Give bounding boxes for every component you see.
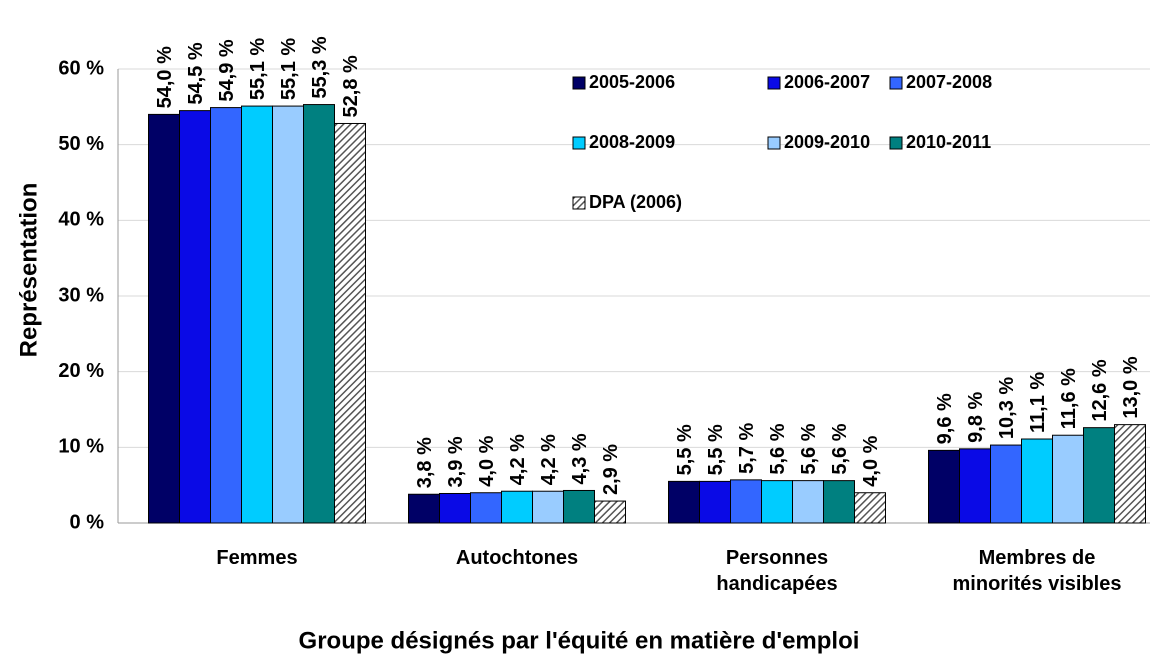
- bar: [501, 490, 533, 524]
- data-label: 54,0 %: [154, 46, 176, 108]
- bar: [241, 105, 273, 524]
- y-axis-title: Représentation: [15, 183, 42, 358]
- y-tick-label: 50 %: [58, 133, 104, 155]
- y-tick-label: 10 %: [58, 436, 104, 458]
- data-label: 4,2 %: [538, 434, 560, 485]
- data-label: 12,6 %: [1089, 359, 1111, 421]
- legend-label: 2010-2011: [906, 132, 991, 152]
- data-label: 3,8 %: [414, 437, 436, 488]
- bar: [148, 113, 180, 524]
- y-tick-label: 60 %: [58, 57, 104, 79]
- data-label: 11,6 %: [1058, 368, 1080, 429]
- bar: [699, 480, 731, 524]
- bar: [1052, 434, 1084, 524]
- x-tick-label: Femmes: [216, 547, 298, 569]
- data-label: 4,0 %: [476, 435, 498, 486]
- bar: [179, 110, 211, 524]
- x-tick-label: Membres de minorités visibles: [952, 547, 1122, 595]
- data-label: 4,3 %: [569, 433, 591, 484]
- legend-swatch: [767, 136, 781, 150]
- bar: [408, 493, 440, 524]
- legend-label: 2009-2010: [784, 132, 870, 152]
- legend-swatch: [889, 136, 903, 150]
- bar: [854, 492, 886, 524]
- bar: [928, 449, 960, 524]
- bar: [761, 480, 793, 524]
- y-tick-label: 0 %: [70, 511, 105, 533]
- y-tick-label: 20 %: [58, 360, 104, 382]
- data-label: 10,3 %: [996, 377, 1018, 439]
- bar: [959, 448, 991, 524]
- bar: [563, 489, 595, 524]
- bar: [792, 480, 824, 524]
- data-label: 54,9 %: [216, 39, 238, 101]
- data-label: 11,1 %: [1027, 372, 1049, 433]
- data-label: 5,6 %: [767, 423, 789, 474]
- data-label: 55,3 %: [309, 36, 331, 98]
- legend-swatch: [889, 76, 903, 90]
- legend-swatch: [572, 196, 586, 210]
- bar: [594, 500, 626, 524]
- data-label: 9,6 %: [934, 393, 956, 444]
- data-label: 5,6 %: [829, 423, 851, 474]
- bar: [990, 444, 1022, 524]
- legend-label: 2008-2009: [589, 132, 675, 152]
- bar: [439, 492, 471, 524]
- bar: [668, 480, 700, 524]
- bar: [1021, 438, 1053, 524]
- legend-swatch: [572, 136, 586, 150]
- y-tick-label: 30 %: [58, 284, 104, 306]
- data-label: 2,9 %: [600, 444, 622, 495]
- data-label: 54,5 %: [185, 42, 207, 104]
- legend-swatch: [767, 76, 781, 90]
- data-label: 52,8 %: [340, 55, 362, 117]
- x-tick-label: Personnes handicapées: [716, 547, 838, 595]
- legend-label: 2006-2007: [784, 72, 870, 92]
- bar: [823, 480, 855, 524]
- data-label: 5,6 %: [798, 423, 820, 474]
- bar: [1083, 427, 1115, 524]
- legend-swatch: [572, 76, 586, 90]
- legend-label: 2007-2008: [906, 72, 992, 92]
- data-label: 4,2 %: [507, 434, 529, 485]
- data-label: 5,5 %: [705, 424, 727, 475]
- data-label: 55,1 %: [278, 38, 300, 100]
- y-tick-label: 40 %: [58, 209, 104, 231]
- bar: [210, 107, 242, 524]
- legend-label: DPA (2006): [589, 192, 682, 212]
- data-label: 5,7 %: [736, 423, 758, 474]
- bar: [272, 105, 304, 524]
- data-label: 5,5 %: [674, 424, 696, 475]
- x-axis-title: Groupe désignés par l'équité en matière …: [299, 627, 860, 654]
- data-label: 55,1 %: [247, 38, 269, 100]
- data-label: 13,0 %: [1120, 356, 1142, 418]
- data-label: 3,9 %: [445, 436, 467, 487]
- data-label: 9,8 %: [965, 391, 987, 442]
- bar: [532, 490, 564, 524]
- bar: [334, 122, 366, 524]
- x-tick-label: Autochtones: [455, 547, 579, 569]
- data-label: 4,0 %: [860, 435, 882, 486]
- legend-label: 2005-2006: [589, 72, 675, 92]
- bar: [470, 492, 502, 524]
- bar: [1114, 424, 1146, 524]
- bar: [303, 104, 335, 524]
- bar: [730, 479, 762, 524]
